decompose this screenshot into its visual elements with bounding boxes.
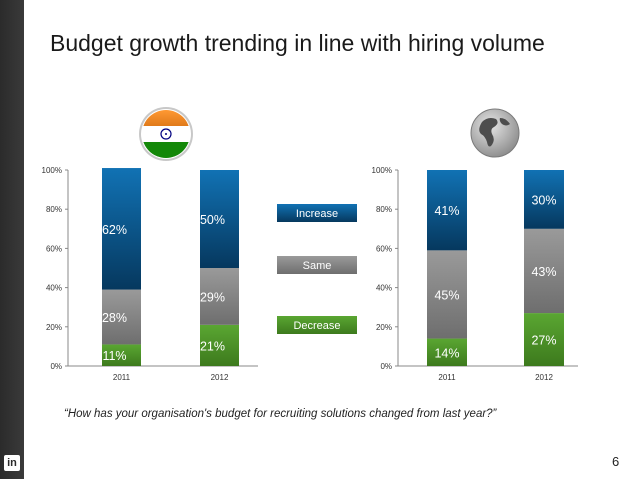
bar-increase-2012 [200, 170, 239, 268]
data-label-same-2011: 45% [434, 288, 459, 302]
chart-india: 0% 20% 40% 60% 80% 100% 11% 28% 62% 2011 21% 29% 50%… [42, 166, 258, 382]
y-tick-label: 60% [46, 244, 62, 253]
data-label-same-2011: 28% [102, 311, 127, 325]
data-label-decrease-2012: 27% [531, 334, 556, 348]
y-tick-label: 40% [376, 284, 392, 293]
data-label-decrease-2011: 14% [434, 346, 459, 360]
y-tick-label: 80% [376, 205, 392, 214]
x-tick-label: 2012 [211, 373, 229, 382]
bar-same-2011 [427, 250, 467, 339]
data-label-increase-2012: 50% [200, 213, 225, 227]
bar-same-2012 [524, 228, 564, 314]
y-tick-label: 0% [50, 362, 62, 371]
y-tick-label: 100% [372, 166, 392, 175]
chart-global: 0% 20% 40% 60% 80% 100% 14% 45% 41% 2011 27% 43% 30%… [372, 166, 578, 382]
y-tick-label: 60% [376, 244, 392, 253]
data-label-increase-2011: 41% [434, 204, 459, 218]
legend-decrease-label: Decrease [293, 320, 340, 332]
bar-increase-2012 [524, 170, 564, 229]
survey-question: “How has your organisation's budget for … [64, 408, 497, 420]
x-tick-label: 2012 [535, 373, 553, 382]
legend-same-swatch [277, 256, 357, 274]
data-label-increase-2011: 62% [102, 223, 127, 237]
bar-decrease-2012 [524, 313, 564, 366]
y-tick-label: 0% [380, 362, 392, 371]
globe-icon [470, 108, 520, 158]
bar-same-2012 [200, 268, 239, 325]
india-flag-icon [139, 107, 193, 161]
legend-same-label: Same [303, 260, 332, 272]
data-label-decrease-2011: 11% [102, 349, 126, 363]
data-label-increase-2012: 30% [531, 193, 556, 207]
slide-title: Budget growth trending in line with hiri… [50, 30, 545, 56]
page-number: 6 [612, 454, 620, 469]
bar-decrease-2011 [102, 344, 141, 366]
bar-decrease-2011 [427, 338, 467, 366]
y-tick-label: 20% [46, 323, 62, 332]
x-tick-label: 2011 [438, 373, 456, 382]
y-tick-label: 80% [46, 205, 62, 214]
linkedin-icon: in [4, 455, 20, 471]
y-tick-label: 100% [42, 166, 62, 175]
data-label-decrease-2012: 21% [200, 339, 225, 353]
y-tick-label: 20% [376, 323, 392, 332]
sidebar-strip: in [0, 0, 24, 479]
data-label-same-2012: 29% [200, 290, 225, 304]
legend: Increase Same Decrease [277, 204, 357, 334]
bar-increase-2011 [102, 168, 141, 290]
legend-decrease-swatch [277, 316, 357, 334]
legend-increase-swatch [277, 204, 357, 222]
bar-decrease-2012 [200, 324, 239, 366]
legend-increase-label: Increase [296, 208, 338, 220]
data-label-same-2012: 43% [531, 265, 556, 279]
bar-increase-2011 [427, 170, 467, 251]
y-tick-label: 40% [46, 284, 62, 293]
bar-same-2011 [102, 289, 141, 345]
x-tick-label: 2011 [113, 373, 131, 382]
